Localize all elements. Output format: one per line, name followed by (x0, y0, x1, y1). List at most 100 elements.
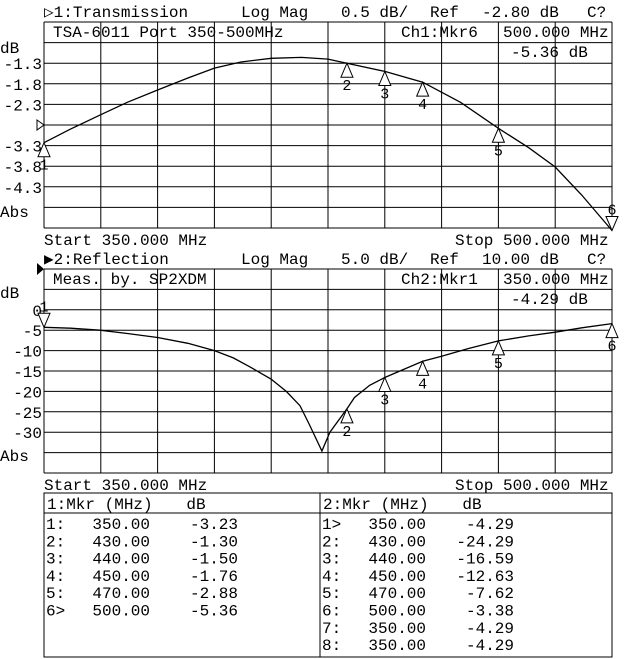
ch1-ylabel: dB (0, 40, 19, 58)
ch2-active-marker-freq: 350.000 MHz (503, 271, 609, 289)
active-marker-icon (605, 215, 619, 232)
ch2-stop-label: Stop 500.000 MHz (455, 477, 609, 495)
reflection-plot: 0 -5 -10 -15 -20 -25 -30 1 2 3 4 5 6 (13, 263, 619, 474)
marker-icon (37, 141, 51, 158)
marker-row-freq: 470.00 (92, 585, 150, 603)
marker-row-db: -4.29 (466, 516, 514, 534)
marker-table-header-mkr: 1:Mkr (MHz) (47, 496, 153, 514)
ch2-ref-value: 10.00 dB (482, 251, 559, 269)
marker-row-id: 6: (322, 603, 341, 621)
y-tick-label: -25 (13, 405, 42, 423)
marker-label: 1 (39, 158, 48, 175)
marker-icon (340, 407, 354, 424)
marker-icon (491, 127, 506, 143)
marker-icon (415, 80, 430, 97)
ch1-status: C? (587, 4, 606, 22)
marker-row-db: -2.88 (190, 585, 238, 603)
y-tick-label: -3.3 (4, 139, 42, 157)
marker-row-freq: 430.00 (368, 533, 426, 551)
marker-label: 3 (380, 86, 389, 103)
ch2-header: ▶2:Reflection Log Mag 5.0 dB/ Ref 10.00 … (44, 251, 606, 269)
marker-row-freq: 440.00 (368, 551, 426, 569)
marker-icon (605, 322, 619, 339)
y-tick-label: -1.8 (4, 77, 42, 95)
marker-icon (378, 376, 392, 392)
ch2-ylabel-bottom: Abs (0, 448, 29, 466)
ch2-active-marker-label: Ch2:Mkr1 (401, 271, 478, 289)
marker-row-freq: 450.00 (92, 568, 150, 586)
ch2-ref-label: Ref (430, 251, 459, 269)
y-tick-label: -5 (23, 323, 42, 341)
y-tick-label: -10 (13, 344, 42, 362)
ref-level-icon (36, 119, 45, 131)
ch1-active-marker-freq: 500.000 MHz (503, 24, 609, 42)
marker-row-freq: 430.00 (92, 533, 150, 551)
marker-label: 2 (342, 78, 351, 95)
marker-row-id: 4: (46, 568, 65, 586)
ch2-channel-label: ▶2:Reflection (44, 251, 169, 269)
marker-row-db: -1.50 (190, 551, 238, 569)
marker-table-header-mkr: 2:Mkr (MHz) (323, 496, 429, 514)
marker-row-db: -24.29 (456, 533, 514, 551)
ch2-start-label: Start 350.000 MHz (44, 477, 207, 495)
active-marker-icon (37, 312, 51, 329)
marker-icon (491, 339, 506, 356)
ch1-ref-value: -2.80 dB (482, 4, 559, 22)
marker-label: 2 (342, 424, 351, 441)
marker-label: 6 (607, 202, 616, 219)
marker-row-id: 4: (322, 568, 341, 586)
marker-row-id: 3: (46, 551, 65, 569)
ch2-scale: 5.0 dB/ (341, 251, 408, 269)
marker-label: 4 (418, 376, 427, 393)
ch1-stop-label: Stop 500.000 MHz (455, 232, 609, 250)
marker-row-id: 5: (322, 585, 341, 603)
y-tick-label: -20 (13, 384, 42, 402)
ch2-active-marker-value: -4.29 dB (511, 291, 588, 309)
marker-row-db: -1.30 (190, 533, 238, 551)
ch1-header: ▷1:Transmission Log Mag 0.5 dB/ Ref -2.8… (44, 4, 606, 22)
marker-row-db: -5.36 (190, 603, 238, 621)
ch1-format: Log Mag (241, 4, 308, 22)
marker-table-1 (43, 492, 321, 658)
ch1-active-marker-label: Ch1:Mkr6 (401, 24, 478, 42)
ch2-format: Log Mag (241, 251, 308, 269)
y-tick-label: -4.3 (4, 180, 42, 198)
marker-table-2 (319, 492, 613, 658)
ch1-channel-label: ▷1:Transmission (44, 4, 188, 22)
marker-row-db: -12.63 (456, 568, 514, 586)
ch2-ylabel: dB (0, 285, 19, 303)
y-tick-label: 0 (32, 303, 42, 321)
marker-row-freq: 350.00 (368, 637, 426, 655)
marker-row-db: -4.29 (466, 620, 514, 638)
y-tick-label: -2.3 (4, 97, 42, 115)
marker-tables: 1:Mkr (MHz) dB 1: 350.00 -3.23 2: 430.00 -1.30 3… (43, 492, 613, 658)
ch1-start-label: Start 350.000 MHz (44, 232, 207, 250)
marker-row-id: 8: (322, 637, 341, 655)
marker-row-freq: 470.00 (368, 585, 426, 603)
marker-row-id: 3: (322, 551, 341, 569)
marker-row-db: -4.29 (466, 637, 514, 655)
marker-row-id: 2: (322, 533, 341, 551)
marker-row-freq: 440.00 (92, 551, 150, 569)
ch1-title: TSA-6011 Port 350-500MHz (53, 24, 283, 42)
marker-table-header-db: dB (186, 496, 205, 514)
y-tick-label: -30 (13, 425, 42, 443)
ch1-ref-label: Ref (430, 4, 459, 22)
transmission-plot: -1.3 -1.8 -2.3 -3.3 -3.8 -4.3 1 2 3 4 5 6 (4, 21, 619, 232)
marker-icon (378, 70, 392, 86)
marker-row-id: 1> (322, 516, 341, 534)
y-tick-label: -15 (13, 364, 42, 382)
marker-row-db: -16.59 (456, 551, 514, 569)
marker-row-freq: 350.00 (368, 620, 426, 638)
trace-line (43, 56, 613, 231)
y-tick-label: -1.3 (4, 56, 42, 74)
marker-row-freq: 350.00 (92, 516, 150, 534)
marker-row-id: 7: (322, 620, 341, 638)
marker-row-freq: 450.00 (368, 568, 426, 586)
marker-row-freq: 350.00 (368, 516, 426, 534)
marker-row-id: 6> (46, 603, 65, 621)
marker-table-header-db: dB (462, 496, 481, 514)
ch1-active-marker-value: -5.36 dB (511, 44, 588, 62)
trace-line (43, 322, 613, 453)
marker-row-id: 2: (46, 533, 65, 551)
